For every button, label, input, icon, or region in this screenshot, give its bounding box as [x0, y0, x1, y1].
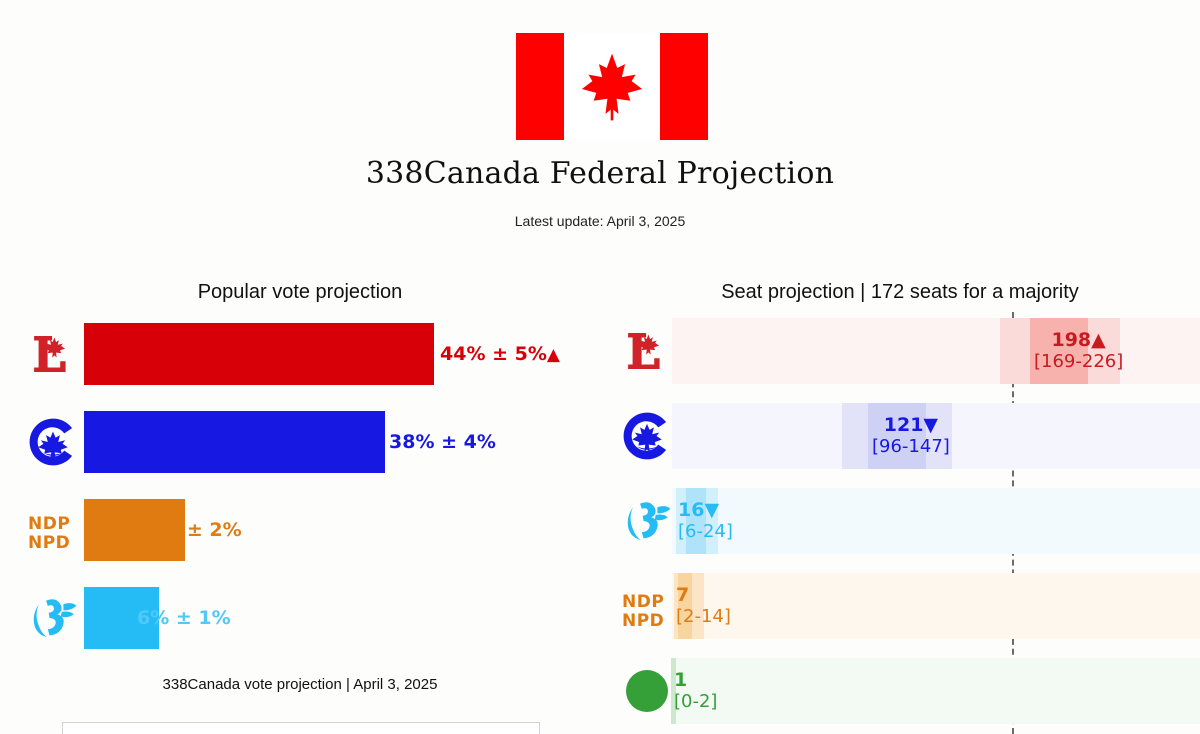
seat-row-gpc[interactable]: 1 [0-2] — [600, 652, 1200, 730]
seat-row-bg-ndp — [672, 573, 1200, 639]
seat-range-gpc: [0-2] — [674, 691, 718, 712]
flag-maple-leaf — [564, 33, 660, 140]
seat-label-ndp: 7 [2-14] — [676, 584, 731, 628]
flag-right-band — [660, 33, 708, 140]
seat-label-gpc: 1 [0-2] — [674, 669, 717, 713]
seat-band-inner-bq — [686, 488, 706, 554]
vote-bar-lpc — [84, 323, 434, 385]
last-update-text: Latest update: April 3, 2025 — [514, 213, 686, 229]
vote-label-ndp: 8% ± 2% — [148, 519, 242, 541]
vote-value-bq: 6% ± 1% — [137, 607, 231, 629]
seat-row-ndp[interactable]: NDP NPD 7 [2-14] — [600, 567, 1200, 645]
seat-range-ndp: [2-14] — [676, 606, 731, 627]
seat-band-inner-cpc — [868, 403, 926, 469]
seat-value-gpc: 1 — [674, 669, 688, 691]
seat-value-ndp: 7 — [676, 584, 690, 606]
bloc-quebecois-b-leaf-icon — [618, 492, 676, 550]
seat-value-bq: 16▼ — [678, 499, 720, 521]
ndp-line-1: NDP — [622, 592, 665, 612]
ndp-line-2: NPD — [28, 533, 71, 553]
trend-up-icon: ▲ — [1091, 329, 1106, 351]
vote-value-cpc: 38% ± 4% — [389, 431, 496, 453]
vote-bar-bq — [84, 587, 159, 649]
vote-label-bq: 6% ± 1% — [137, 607, 231, 629]
seat-band-outer-gpc — [671, 658, 676, 724]
vote-chart-footer: 338Canada vote projection | April 3, 202… — [162, 676, 438, 693]
ndp-line-1: NDP — [28, 514, 71, 534]
green-party-circle-icon — [618, 662, 676, 720]
seat-projection-chart: 198▲ [169-226] 121▼ [96-147] — [600, 312, 1200, 734]
conservative-c-maple-leaf-icon — [618, 407, 676, 465]
trend-down-icon: ▼ — [704, 499, 720, 521]
vote-bar-ndp — [84, 499, 185, 561]
seat-range-lpc: [169-226] — [1034, 351, 1124, 372]
vote-detail-box[interactable] — [62, 722, 540, 734]
ndp-line-2: NPD — [622, 611, 665, 631]
seat-label-cpc: 121▼ [96-147] — [872, 414, 950, 458]
vote-label-lpc: 44% ± 5%▲ — [440, 343, 560, 365]
seat-value-lpc: 198▲ — [1051, 329, 1106, 351]
vote-chart-title: Popular vote projection — [197, 281, 403, 303]
liberal-l-maple-leaf-icon — [24, 325, 82, 383]
seat-label-lpc: 198▲ [169-226] — [1034, 329, 1123, 373]
liberal-l-maple-leaf-icon — [618, 322, 676, 380]
seat-row-bq[interactable]: 16▼ [6-24] — [600, 482, 1200, 560]
vote-value-lpc: 44% ± 5% — [440, 343, 547, 365]
conservative-c-maple-leaf-icon — [24, 413, 82, 471]
seat-range-cpc: [96-147] — [872, 436, 950, 457]
vote-row-lpc[interactable]: 44% ± 5%▲ — [0, 312, 600, 396]
seat-chart-title: Seat projection | 172 seats for a majori… — [721, 281, 1079, 303]
seat-row-bg-gpc — [672, 658, 1200, 724]
page-title: 338Canada Federal Projection — [365, 156, 835, 191]
seat-label-bq: 16▼ [6-24] — [678, 499, 733, 543]
vote-value-ndp: 8% ± 2% — [148, 519, 242, 541]
trend-down-icon: ▼ — [923, 414, 939, 436]
canada-flag-icon — [516, 33, 708, 140]
seat-row-bg-bq — [672, 488, 1200, 554]
ndp-npd-wordmark: NDP NPD — [622, 577, 680, 635]
seat-range-bq: [6-24] — [678, 521, 733, 542]
seat-value-cpc: 121▼ — [883, 414, 939, 436]
seat-row-cpc[interactable]: 121▼ [96-147] — [600, 397, 1200, 475]
flag-left-band — [516, 33, 564, 140]
trend-up-icon: ▲ — [546, 345, 560, 365]
seat-band-inner-ndp — [678, 573, 692, 639]
ndp-npd-wordmark: NDP NPD — [28, 501, 86, 559]
seat-row-lpc[interactable]: 198▲ [169-226] — [600, 312, 1200, 390]
vote-label-cpc: 38% ± 4% — [389, 431, 496, 453]
vote-row-bq[interactable]: 6% ± 1% — [0, 576, 600, 660]
popular-vote-chart: 44% ± 5%▲ 38% ± 4% NDP NPD — [0, 312, 600, 662]
seat-band-inner-lpc — [1030, 318, 1088, 384]
bloc-quebecois-b-leaf-icon — [24, 589, 82, 647]
vote-row-cpc[interactable]: 38% ± 4% — [0, 400, 600, 484]
vote-row-ndp[interactable]: NDP NPD 8% ± 2% — [0, 488, 600, 572]
vote-bar-cpc — [84, 411, 385, 473]
